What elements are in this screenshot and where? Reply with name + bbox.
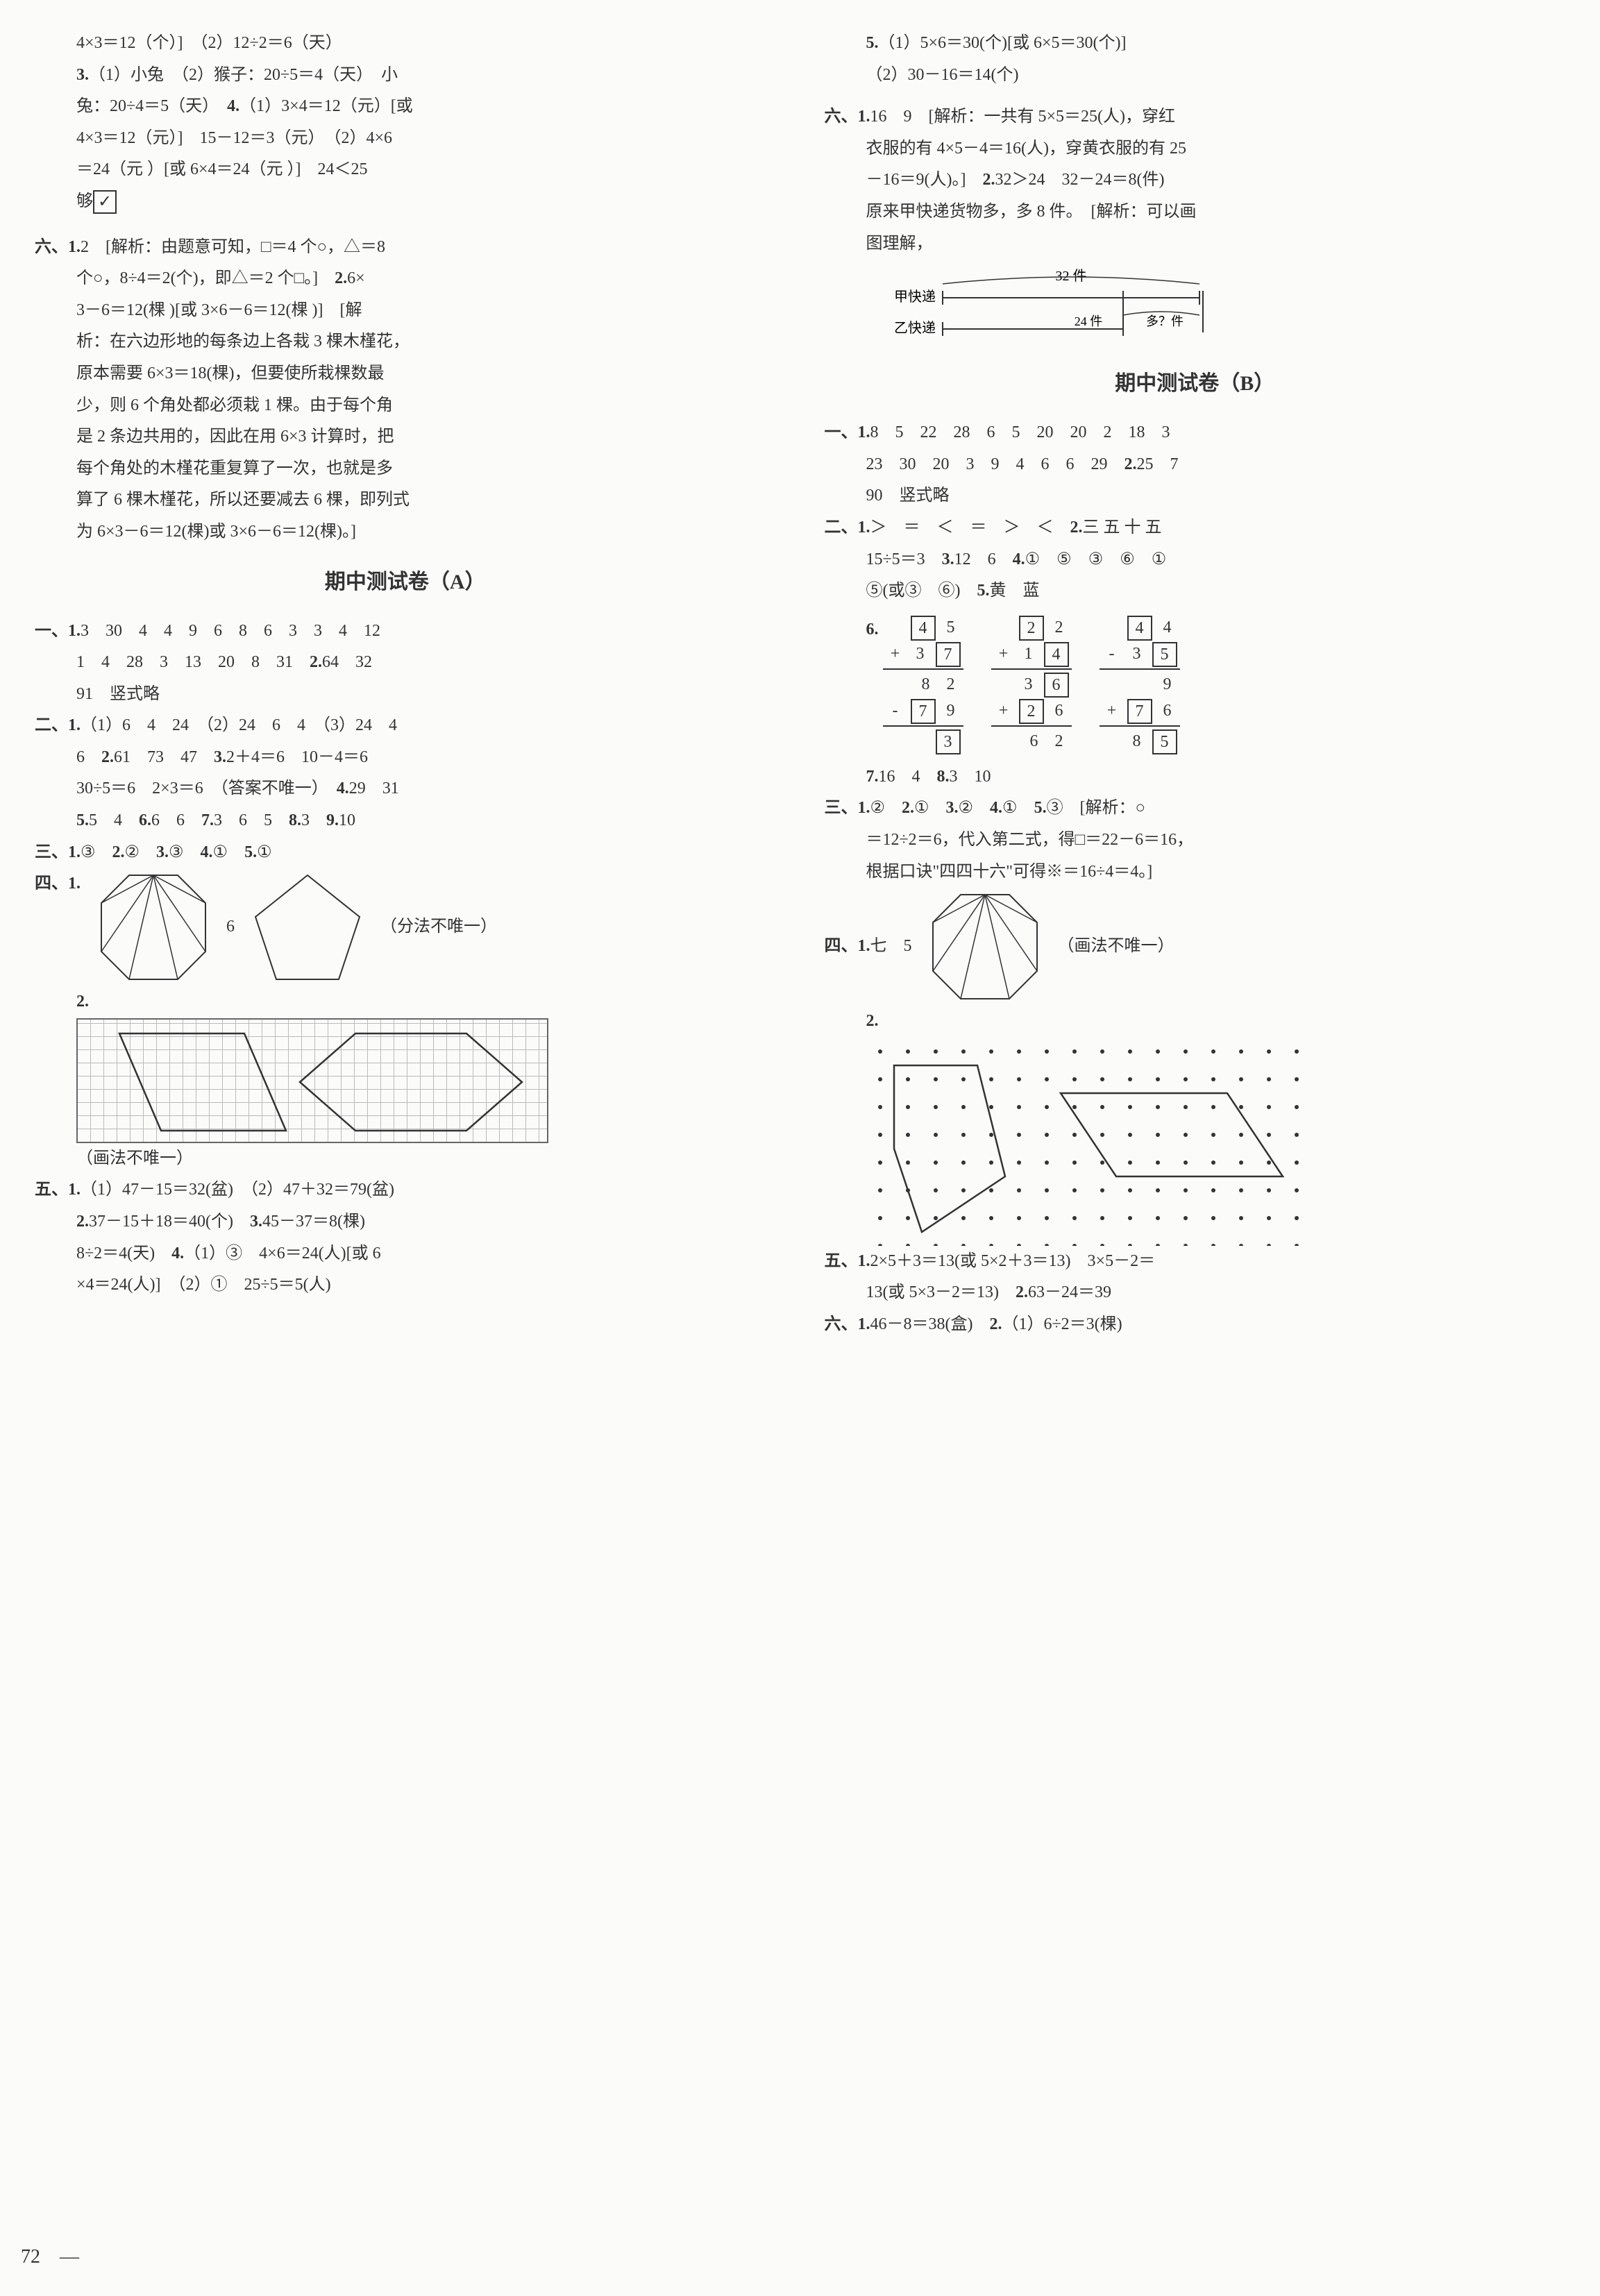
bar-diagram: 甲快递 32 件 乙快递 24 件 多？件 <box>880 260 1566 350</box>
section-b6: 六、1.46－8＝38(盒) 2.（1）6÷2＝3(棵) <box>825 1309 1566 1341</box>
text: 15÷5＝3 3.12 6 4.① ⑤ ③ ⑥ ① <box>866 544 1566 576</box>
bar-jia-label: 甲快递 <box>894 289 936 305</box>
section-a4: 四、1. 6 （分法不唯一） <box>35 868 776 986</box>
text: 30÷5＝6 2×3＝6 （答案不唯一） 4.29 31 <box>76 773 776 805</box>
text: 是 2 条边共用的，因此在用 6×3 计算时，把 <box>76 421 776 453</box>
section-six: 六、1.2 [解析：由题意可知，□＝4 个○，△＝8 <box>35 232 776 264</box>
section-r6: 六、1.16 9 [解析：一共有 5×5＝25(人)，穿红 <box>825 101 1566 133</box>
svg-text:多？件: 多？件 <box>1146 314 1184 328</box>
text: 原来甲快递货物多，多 8 件。 [解析：可以画 <box>866 196 1566 228</box>
text: 少，则 6 个角处都必须栽 1 棵。由于每个角 <box>76 390 776 422</box>
text: －16＝9(人)。] 2.32＞24 32－24＝8(件) <box>866 164 1566 196</box>
text: ×4＝24(人)] （2）① 25÷5＝5(人) <box>76 1269 776 1301</box>
section-b4: 四、1.七 5 （画法不唯一） <box>825 888 1566 1006</box>
calc-row: 6. 45+3782-79322+1436+266244-359+7685 <box>866 614 1566 754</box>
text: 23 30 20 3 9 4 6 6 29 2.25 7 <box>866 449 1566 481</box>
checkbox-icon: ✓ <box>93 190 117 214</box>
text: 每个角处的木槿花重复算了一次，也就是多 <box>76 453 776 485</box>
section-b1: 一、1.8 5 22 28 6 5 20 20 2 18 3 <box>825 417 1566 449</box>
text: 兔：20÷4＝5（天） 4.（1）3×4＝12（元）[或 <box>76 91 776 123</box>
title-a: 期中测试卷（A） <box>35 562 776 602</box>
text: 算了 6 棵木槿花，所以还要减去 6 棵，即列式 <box>76 484 776 516</box>
text: 5.5 4 6.6 6 7.3 6 5 8.3 9.10 <box>76 805 776 837</box>
section-a5: 五、1.（1）47－15＝32(盆) （2）47＋32＝79(盆) <box>35 1174 776 1206</box>
page-number: 72 — <box>21 2238 79 2275</box>
dot-grid <box>866 1038 1566 1246</box>
text: 原本需要 6×3＝18(棵)，但要使所栽棵数最 <box>76 358 776 390</box>
text: 4×3＝12（元）] 15－12＝3（元） （2）4×6 <box>76 123 776 155</box>
text: 5.（1）5×6＝30(个)[或 6×5＝30(个)] <box>866 28 1566 60</box>
text: 个○，8÷4＝2(个)，即△＝2 个□。] 2.6× <box>76 263 776 295</box>
text: 13(或 5×3－2＝13) 2.63－24＝39 <box>866 1277 1566 1309</box>
title-b: 期中测试卷（B） <box>825 364 1566 403</box>
text: 图理解， <box>866 228 1566 260</box>
a4-2: 2. <box>76 986 776 1018</box>
text: ＝12÷2＝6，代入第二式，得□＝22－6＝16， <box>866 825 1566 856</box>
octagon-shape-b <box>926 888 1044 1006</box>
text: 6 2.61 73 47 3.2＋4＝6 10－4＝6 <box>76 742 776 774</box>
section-a3: 三、1.③ 2.② 3.③ 4.① 5.① <box>35 837 776 869</box>
text: ⑤(或③ ⑥) 5.黄 蓝 <box>866 575 1566 607</box>
text: 3－6＝12(棵 )[或 3×6－6＝12(棵 )] [解 <box>76 295 776 327</box>
text: 4×3＝12（个）] （2）12÷2＝6（天） <box>76 28 776 60</box>
svg-text:32 件: 32 件 <box>1055 268 1086 284</box>
octagon-shape <box>94 868 212 986</box>
text: 够✓ <box>76 186 776 218</box>
b4-2: 2. <box>866 1006 1566 1038</box>
section-a1: 一、1.3 30 4 4 9 6 8 6 3 3 4 12 <box>35 616 776 648</box>
text: 衣服的有 4×5－4＝16(人)，穿黄衣服的有 25 <box>866 133 1566 165</box>
text: 为 6×3－6＝12(棵)或 3×6－6＝12(棵)。] <box>76 516 776 548</box>
text: 2.37－15＋18＝40(个) 3.45－37＝8(棵) <box>76 1206 776 1238</box>
text: 8÷2＝4(天) 4.（1）③ 4×6＝24(人)[或 6 <box>76 1238 776 1270</box>
section-a2: 二、1.（1）6 4 24 （2）24 6 4 （3）24 4 <box>35 710 776 742</box>
text: 1 4 28 3 13 20 8 31 2.64 32 <box>76 647 776 679</box>
section-b5: 五、1.2×5＋3＝13(或 5×2＋3＝13) 3×5－2＝ <box>825 1246 1566 1278</box>
text: 90 竖式略 <box>866 480 1566 512</box>
text: ＝24（元 ）[或 6×4＝24（元 ）] 24＜25 <box>76 154 776 186</box>
pentagon-shape <box>249 868 367 986</box>
svg-text:乙快递: 乙快递 <box>894 320 936 336</box>
text: （2）30－16＝14(个) <box>866 60 1566 92</box>
text: 析：在六边形地的每条边上各栽 3 棵木槿花， <box>76 326 776 358</box>
text: （画法不唯一） <box>76 1143 776 1175</box>
text: 7.16 4 8.3 10 <box>866 761 1566 793</box>
grid-quadrilaterals <box>76 1018 548 1143</box>
text: 3.（1）小兔 （2）猴子：20÷5＝4（天） 小 <box>76 60 776 92</box>
text: 91 竖式略 <box>76 679 776 711</box>
text: 根据口诀"四四十六"可得※＝16÷4＝4。] <box>866 856 1566 888</box>
section-b2: 二、1.＞ ＝ ＜ ＝ ＞ ＜ 2.三 五 十 五 <box>825 512 1566 544</box>
section-b3: 三、1.② 2.① 3.② 4.① 5.③ [解析：○ <box>825 793 1566 825</box>
svg-text:24 件: 24 件 <box>1074 314 1102 328</box>
